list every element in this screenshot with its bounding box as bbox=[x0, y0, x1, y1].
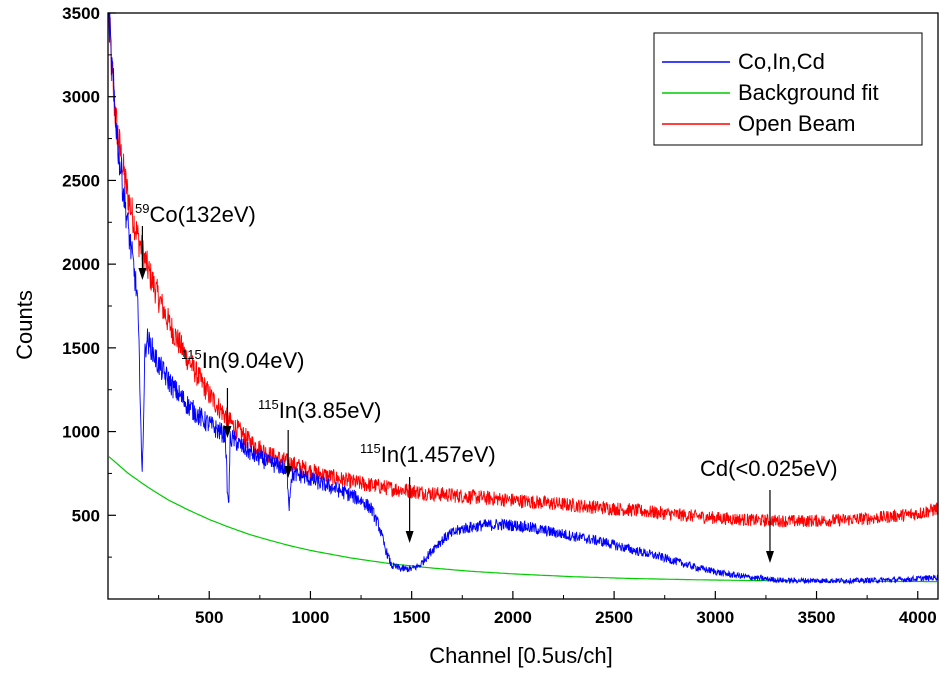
x-tick-label: 4000 bbox=[899, 608, 937, 627]
x-tick-label: 2500 bbox=[595, 608, 633, 627]
legend-label: Open Beam bbox=[738, 111, 855, 136]
legend-box bbox=[653, 32, 923, 146]
annotation-arrowhead bbox=[405, 531, 414, 543]
x-tick-label: 3000 bbox=[696, 608, 734, 627]
series-line-open-beam bbox=[108, 12, 939, 528]
annotation-layer: 59Co(132eV) 115In(9.04eV) 115In(3.85eV) 115… bbox=[135, 201, 838, 563]
annotation-label: 59Co(132eV) bbox=[135, 201, 256, 227]
annotation-label: Cd(<0.025eV) bbox=[700, 456, 838, 481]
legend-label: Background fit bbox=[738, 80, 879, 105]
annotation: 115In(3.85eV) bbox=[258, 397, 381, 478]
annotation: 115In(1.457eV) bbox=[360, 441, 496, 543]
y-axis-title: Counts bbox=[12, 290, 37, 360]
x-tick-label: 500 bbox=[195, 608, 223, 627]
annotation: Cd(<0.025eV) bbox=[700, 456, 838, 563]
series-line-co-in-cd bbox=[108, 12, 939, 586]
y-tick-label: 3500 bbox=[62, 4, 100, 23]
plot-layer bbox=[108, 12, 939, 586]
annotation: 115In(9.04eV) bbox=[181, 347, 304, 438]
legend: Co,In,Cd Background fit Open Beam bbox=[653, 32, 923, 146]
x-tick-label: 3500 bbox=[798, 608, 836, 627]
y-tick-label: 2000 bbox=[62, 255, 100, 274]
annotation: 59Co(132eV) bbox=[135, 201, 256, 280]
y-tick-label: 3000 bbox=[62, 88, 100, 107]
x-axis: 500 1000 1500 2000 2500 3000 3500 4000 bbox=[158, 591, 937, 627]
annotation-arrowhead bbox=[223, 426, 232, 438]
y-tick-label: 1000 bbox=[62, 423, 100, 442]
y-axis: 500 1000 1500 2000 2500 3000 3500 bbox=[62, 4, 116, 558]
annotation-arrowhead bbox=[138, 268, 147, 280]
annotation-arrowhead bbox=[284, 466, 293, 478]
y-tick-label: 500 bbox=[72, 506, 100, 525]
annotation-label: 115In(1.457eV) bbox=[360, 441, 496, 467]
x-axis-title: Channel [0.5us/ch] bbox=[429, 643, 612, 668]
annotation-label: 115In(9.04eV) bbox=[181, 347, 304, 373]
annotation-label: 115In(3.85eV) bbox=[258, 397, 381, 423]
x-tick-label: 1500 bbox=[393, 608, 431, 627]
annotation-arrowhead bbox=[765, 551, 774, 563]
y-tick-label: 1500 bbox=[62, 339, 100, 358]
legend-label: Co,In,Cd bbox=[738, 49, 825, 74]
x-tick-label: 1000 bbox=[292, 608, 330, 627]
y-tick-label: 2500 bbox=[62, 171, 100, 190]
x-tick-label: 2000 bbox=[494, 608, 532, 627]
